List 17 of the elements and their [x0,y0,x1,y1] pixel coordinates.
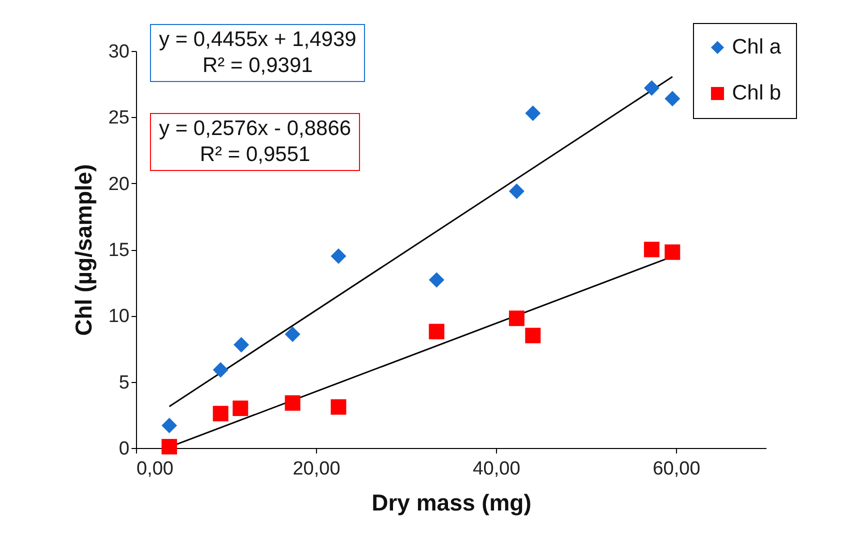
y-tick-label: 20 [108,174,130,195]
y-tick-label: 5 [118,372,130,394]
y-tick-label: 15 [108,240,130,261]
x-axis-title: Dry mass (mg) [372,490,532,516]
y-tick-label: 30 [108,42,130,62]
annotation: y = 0,2576x - 0,8866 R² = 0,9551 [150,113,360,171]
y-tick-label: 10 [108,306,130,328]
y-axis-title: Chl (µg/sample) [70,164,96,336]
annotation: y = 0,4455x + 1,4939 R² = 0,9391 [150,24,366,82]
x-tick-label: 60,00 [652,458,700,480]
y-tick-label: 0 [118,438,130,460]
y-tick-label: 25 [108,108,130,129]
legend-label: Chl a [732,36,782,58]
legend-label: Chl b [732,82,782,104]
x-tick-label: 20,00 [292,458,340,480]
x-tick-label: 40,00 [472,458,520,480]
x-tick-label: 0,00 [136,458,174,480]
